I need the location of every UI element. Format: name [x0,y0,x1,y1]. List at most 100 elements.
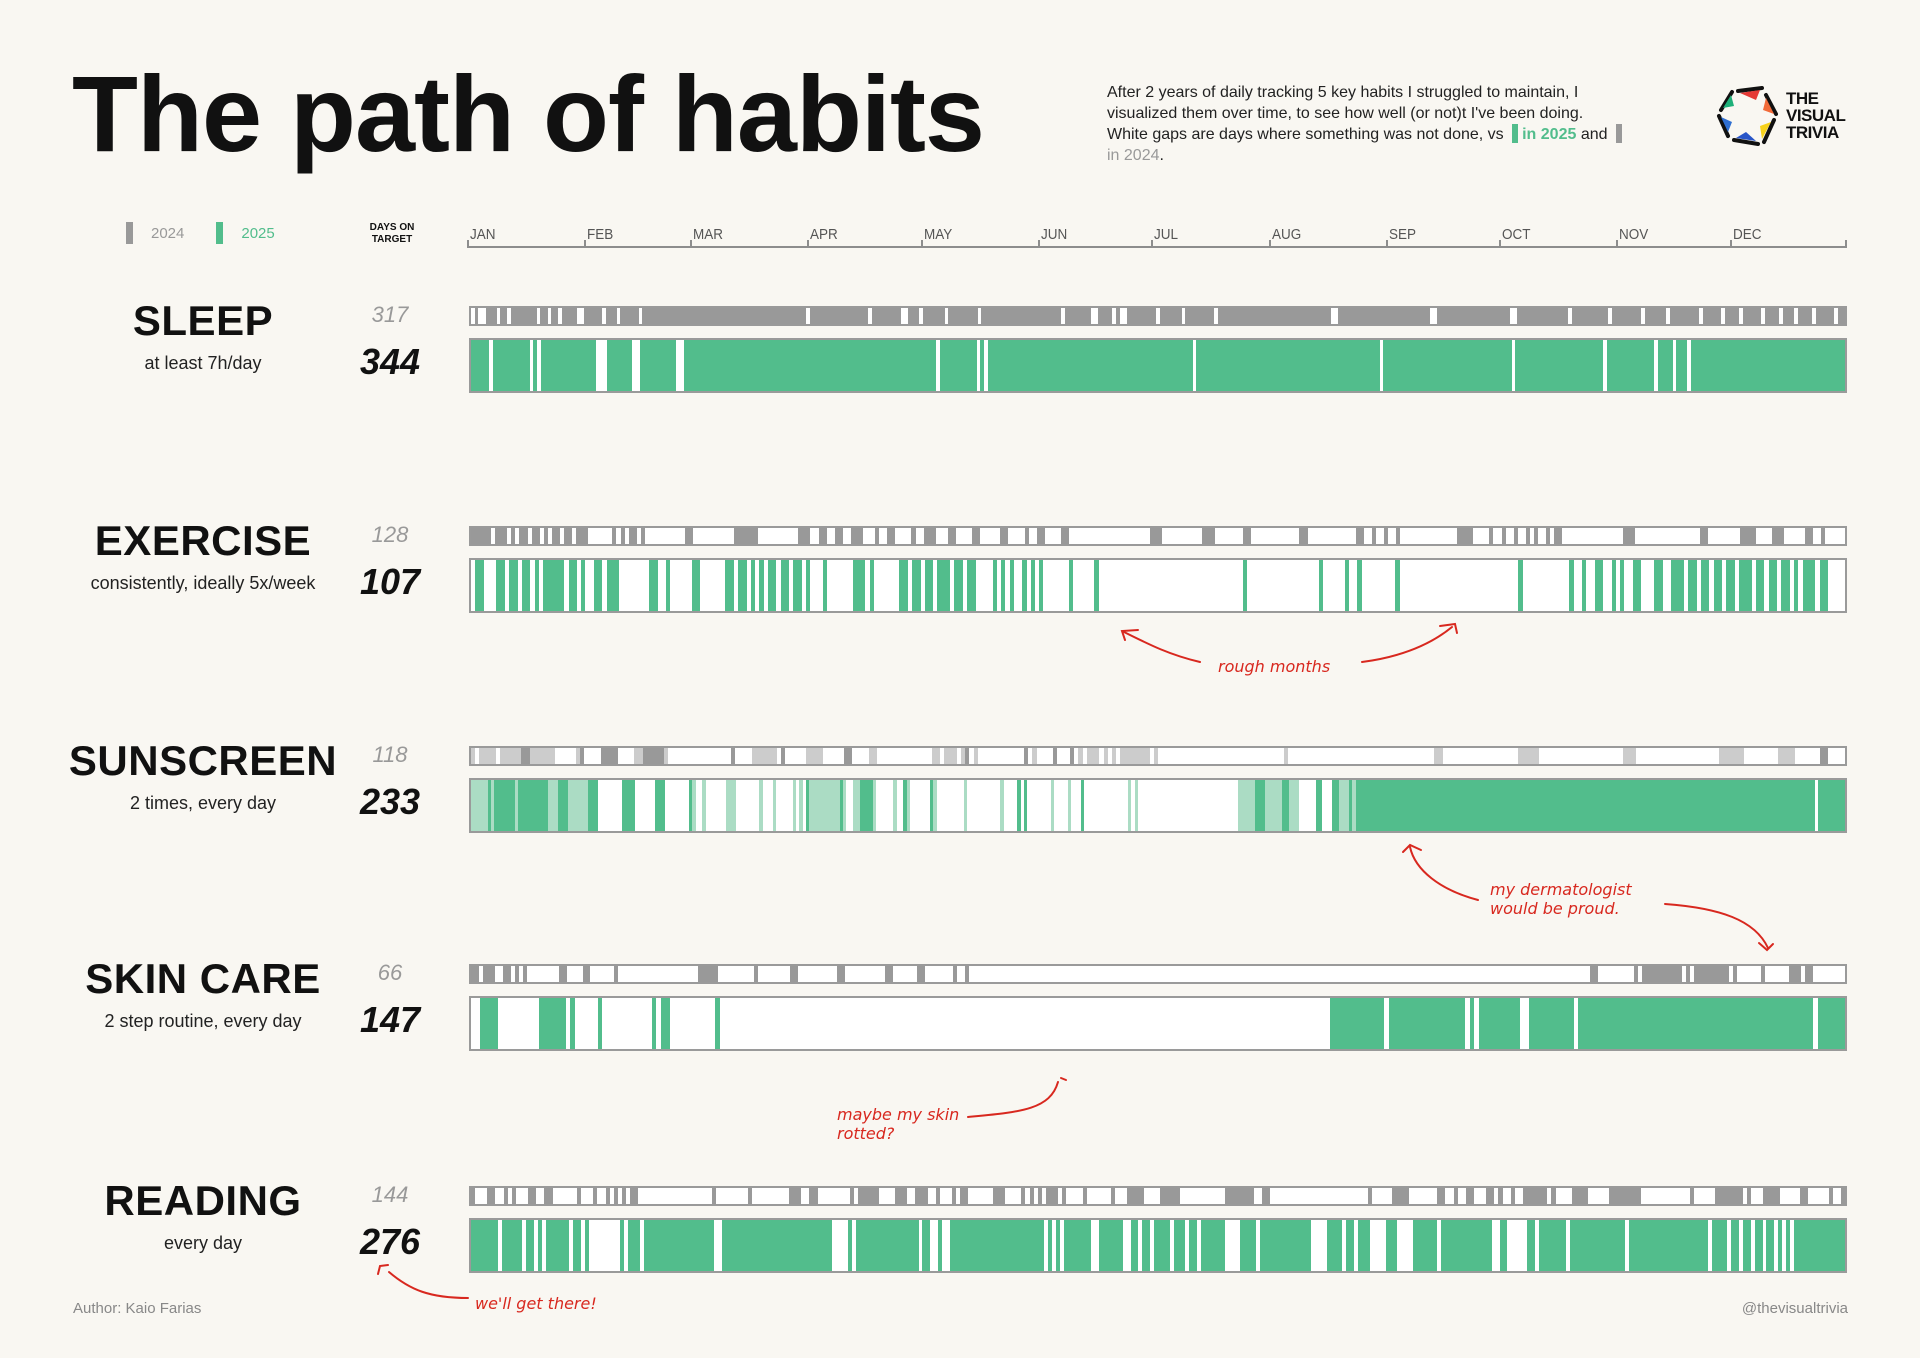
day-done-2024 [1498,1188,1503,1204]
day-done-2024 [981,308,1062,324]
day-done-2024 [1489,528,1494,544]
day-done-2024 [1045,1188,1059,1204]
day-done-2024 [935,1188,940,1204]
day-done-2024 [1525,528,1530,544]
day-done-2025 [1582,560,1587,611]
day-done-2025 [1383,340,1512,391]
brand-logo: THE VISUAL TRIVIA [1716,84,1846,146]
habit-bar-2024 [469,306,1847,326]
day-done-2024 [1127,308,1157,324]
day-done-2025 [1242,560,1248,611]
subtitle-and: and [1580,126,1608,143]
day-done-2024 [562,308,577,324]
day-done-2025 [1688,560,1697,611]
day-done-2025 [521,560,531,611]
day-done-2024 [1571,308,1609,324]
habit-bar-2025 [469,778,1847,833]
day-partial-2025 [933,780,937,831]
day-partial-2025 [548,780,559,831]
day-done-2025 [540,340,596,391]
day-done-2024 [1742,308,1762,324]
day-done-2025 [806,780,810,831]
month-label: JUL [1154,226,1179,243]
day-done-2024 [1097,308,1113,324]
day-done-2024 [1082,1188,1087,1204]
habit-name: READING [104,1177,302,1224]
day-done-2025 [1154,1220,1170,1271]
axis-tick [1268,240,1271,248]
day-partial-2024 [471,748,476,764]
day-done-2024 [1764,308,1780,324]
day-done-2025 [1766,1220,1775,1271]
day-done-2025 [725,560,734,611]
day-done-2024 [1486,1188,1495,1204]
day-done-2025 [1329,998,1384,1049]
day-done-2025 [1731,1220,1739,1271]
day-done-2025 [620,1220,625,1271]
day-done-2024 [471,528,492,544]
day-done-2024 [471,1188,476,1204]
day-done-2024 [1338,308,1430,324]
day-done-2024 [621,1188,626,1204]
day-done-2024 [471,966,479,982]
axis-tick [920,240,923,248]
day-done-2024 [600,748,618,764]
day-done-2024 [972,528,981,544]
day-done-2025 [1515,340,1604,391]
day-done-2025 [839,780,843,831]
day-done-2024 [1571,1188,1589,1204]
day-done-2024 [1783,308,1794,324]
day-done-2025 [1711,1220,1728,1271]
day-done-2025 [1030,560,1035,611]
day-done-2024 [1800,1188,1809,1204]
day-done-2025 [1570,1220,1626,1271]
axis-tick [1616,240,1619,248]
annotation-dermatologist: my dermatologist would be proud. [1490,880,1632,918]
day-done-2025 [1344,560,1349,611]
social-handle[interactable]: @thevisualtrivia [1741,1300,1848,1317]
month-label: APR [810,226,839,243]
day-done-2024 [1699,528,1708,544]
day-done-2024 [1457,528,1474,544]
days-on-target-2025: 276 [359,1221,421,1262]
habit-bar-2025 [469,996,1847,1051]
arrow-get-there [388,1271,469,1299]
day-done-2024 [563,528,573,544]
day-done-2024 [780,748,786,764]
day-done-2025 [471,340,490,391]
day-done-2024 [1111,1188,1116,1204]
day-partial-2025 [906,780,910,831]
days-header-line-1: DAYS ON [369,222,415,233]
day-done-2024 [1820,528,1825,544]
day-done-2025 [1196,340,1380,391]
day-done-2025 [1794,560,1799,611]
axis-tick [1037,240,1040,248]
habit-description: 2 step routine, every day [104,1011,302,1031]
day-done-2024 [1797,308,1813,324]
day-partial-2025 [963,780,967,831]
day-done-2025 [750,560,756,611]
day-done-2024 [500,308,508,324]
day-done-2025 [655,780,666,831]
day-done-2024 [605,308,617,324]
legend-item-2025: 2025 [216,222,275,244]
day-partial-2025 [1067,780,1071,831]
day-done-2024 [711,1188,716,1204]
habit-description: every day [163,1233,243,1253]
day-done-2025 [649,560,658,611]
day-done-2025 [1793,1220,1845,1271]
day-partial-2025 [725,780,736,831]
day-done-2024 [1747,1188,1752,1204]
legend-swatch-2025 [216,222,224,244]
day-done-2024 [1693,966,1730,982]
arrow-rough-months-right [1361,626,1453,663]
day-done-2024 [514,966,519,982]
legend-swatch-2025 [1512,124,1519,143]
day-done-2024 [1501,528,1506,544]
day-done-2024 [698,966,718,982]
month-axis: JAN FEB MAR APR MAY JUN JUL AUG SEP OCT NOV DEC [467,222,1847,248]
day-done-2024 [1551,1188,1556,1204]
day-done-2025 [628,1220,640,1271]
day-done-2024 [1510,1188,1515,1204]
